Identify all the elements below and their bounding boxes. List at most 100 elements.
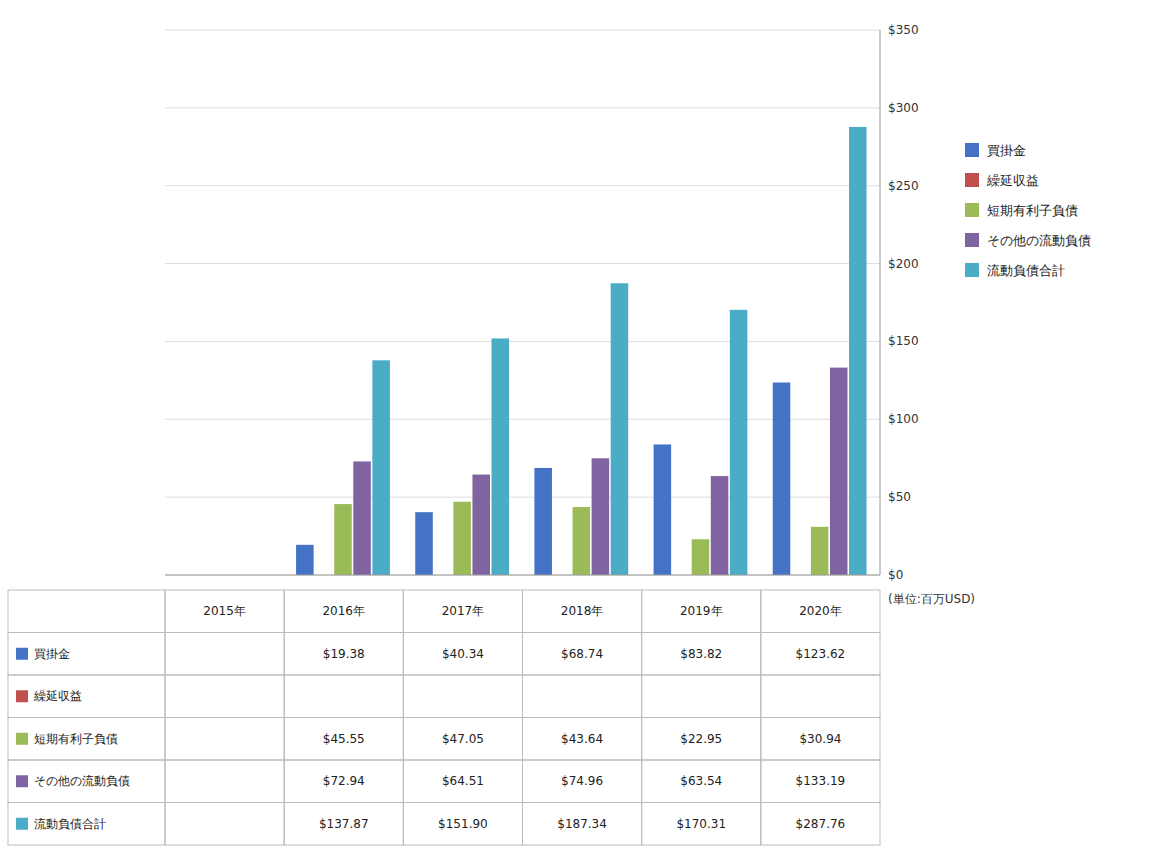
- table-cell: [284, 675, 403, 718]
- table-cell: [165, 633, 284, 676]
- data-label: $22.95: [680, 732, 722, 746]
- y-tick-label: $300: [888, 101, 919, 115]
- x-tick-label: 2015年: [203, 604, 246, 618]
- legend: 買掛金繰延収益短期有利子負債その他の流動負債流動負債合計: [965, 143, 1091, 278]
- table-cell: [403, 803, 522, 846]
- bar: [730, 310, 748, 575]
- bar: [711, 476, 729, 575]
- data-label: $187.34: [557, 817, 607, 831]
- bar: [573, 507, 591, 575]
- bar: [611, 283, 629, 575]
- data-label: $137.87: [319, 817, 369, 831]
- x-tick-label: 2020年: [799, 604, 842, 618]
- table-cell: [8, 803, 165, 846]
- legend-label: 買掛金: [987, 143, 1026, 158]
- x-axis-line: [165, 575, 880, 576]
- table-cell: [642, 718, 761, 761]
- table-row-label: 短期有利子負債: [34, 732, 118, 746]
- legend-label: 流動負債合計: [987, 263, 1065, 278]
- data-label: $83.82: [680, 647, 722, 661]
- grid-line: [165, 30, 880, 31]
- table-cell: [403, 590, 522, 633]
- bar: [453, 502, 471, 575]
- grid: [165, 30, 880, 575]
- data-label: $68.74: [561, 647, 603, 661]
- grid-line: [165, 341, 880, 342]
- table-cell: [284, 718, 403, 761]
- table-cell: [642, 760, 761, 803]
- bar: [372, 360, 390, 575]
- bar: [830, 368, 848, 575]
- data-label: $45.55: [323, 732, 365, 746]
- table-cell: [761, 718, 880, 761]
- table-swatch: [16, 648, 28, 660]
- legend-label: 短期有利子負債: [987, 203, 1078, 218]
- table-cell: [761, 633, 880, 676]
- table-cell: [165, 590, 284, 633]
- x-tick-label: 2016年: [322, 604, 365, 618]
- table-cell: [165, 803, 284, 846]
- data-label: $64.51: [442, 774, 484, 788]
- legend-swatch: [965, 143, 979, 157]
- bar: [692, 539, 710, 575]
- data-label: $40.34: [442, 647, 484, 661]
- table-cell: [642, 633, 761, 676]
- y-tick-label: $0: [888, 568, 903, 582]
- table-cell: [8, 718, 165, 761]
- data-label: $47.05: [442, 732, 484, 746]
- grid-line: [165, 185, 880, 186]
- bar: [849, 127, 867, 575]
- bar: [592, 458, 610, 575]
- table-row-label: その他の流動負債: [34, 774, 130, 788]
- data-label: $133.19: [796, 774, 846, 788]
- table-cell: [284, 633, 403, 676]
- table-cell: [403, 718, 522, 761]
- y-tick-label: $50: [888, 490, 911, 504]
- table-cell: [403, 760, 522, 803]
- table-swatch: [16, 818, 28, 830]
- grid-line: [165, 575, 880, 576]
- table-cell: [761, 760, 880, 803]
- legend-label: 繰延収益: [986, 173, 1039, 188]
- grid-line: [165, 263, 880, 264]
- bar: [811, 527, 829, 575]
- bar: [534, 468, 552, 575]
- x-tick-label: 2017年: [442, 604, 485, 618]
- data-table: 2015年2016年2017年2018年2019年2020年買掛金$19.38$…: [8, 590, 880, 845]
- data-label: $72.94: [323, 774, 365, 788]
- y-tick-label: $150: [888, 334, 919, 348]
- legend-swatch: [965, 173, 979, 187]
- table-cell: [284, 803, 403, 846]
- data-label: $30.94: [799, 732, 841, 746]
- table-swatch: [16, 733, 28, 745]
- bar: [334, 504, 352, 575]
- data-label: $63.54: [680, 774, 722, 788]
- y-axis-line: [880, 30, 881, 575]
- table-cell: [8, 675, 165, 718]
- legend-swatch: [965, 263, 979, 277]
- table-cell: [165, 718, 284, 761]
- table-cell: [642, 803, 761, 846]
- bar: [296, 545, 314, 575]
- table-swatch: [16, 775, 28, 787]
- data-label: $151.90: [438, 817, 488, 831]
- y-tick-label: $100: [888, 412, 919, 426]
- table-cell: [8, 633, 165, 676]
- table-cell: [523, 718, 642, 761]
- table-cell: [8, 760, 165, 803]
- bar: [654, 444, 672, 575]
- x-tick-label: 2018年: [561, 604, 604, 618]
- bar: [353, 461, 371, 575]
- chart: $0$50$100$150$200$250$300$350(単位:百万USD)2…: [0, 0, 1165, 858]
- bars: [296, 127, 866, 575]
- x-tick-label: 2019年: [680, 604, 723, 618]
- bar: [415, 512, 433, 575]
- table-row-label: 買掛金: [34, 647, 70, 661]
- y-tick-label: $200: [888, 257, 919, 271]
- grid-line: [165, 107, 880, 108]
- data-label: $74.96: [561, 774, 603, 788]
- table-cell: [403, 675, 522, 718]
- table-cell: [761, 803, 880, 846]
- table-cell: [165, 675, 284, 718]
- y-axis-label: (単位:百万USD): [888, 592, 975, 606]
